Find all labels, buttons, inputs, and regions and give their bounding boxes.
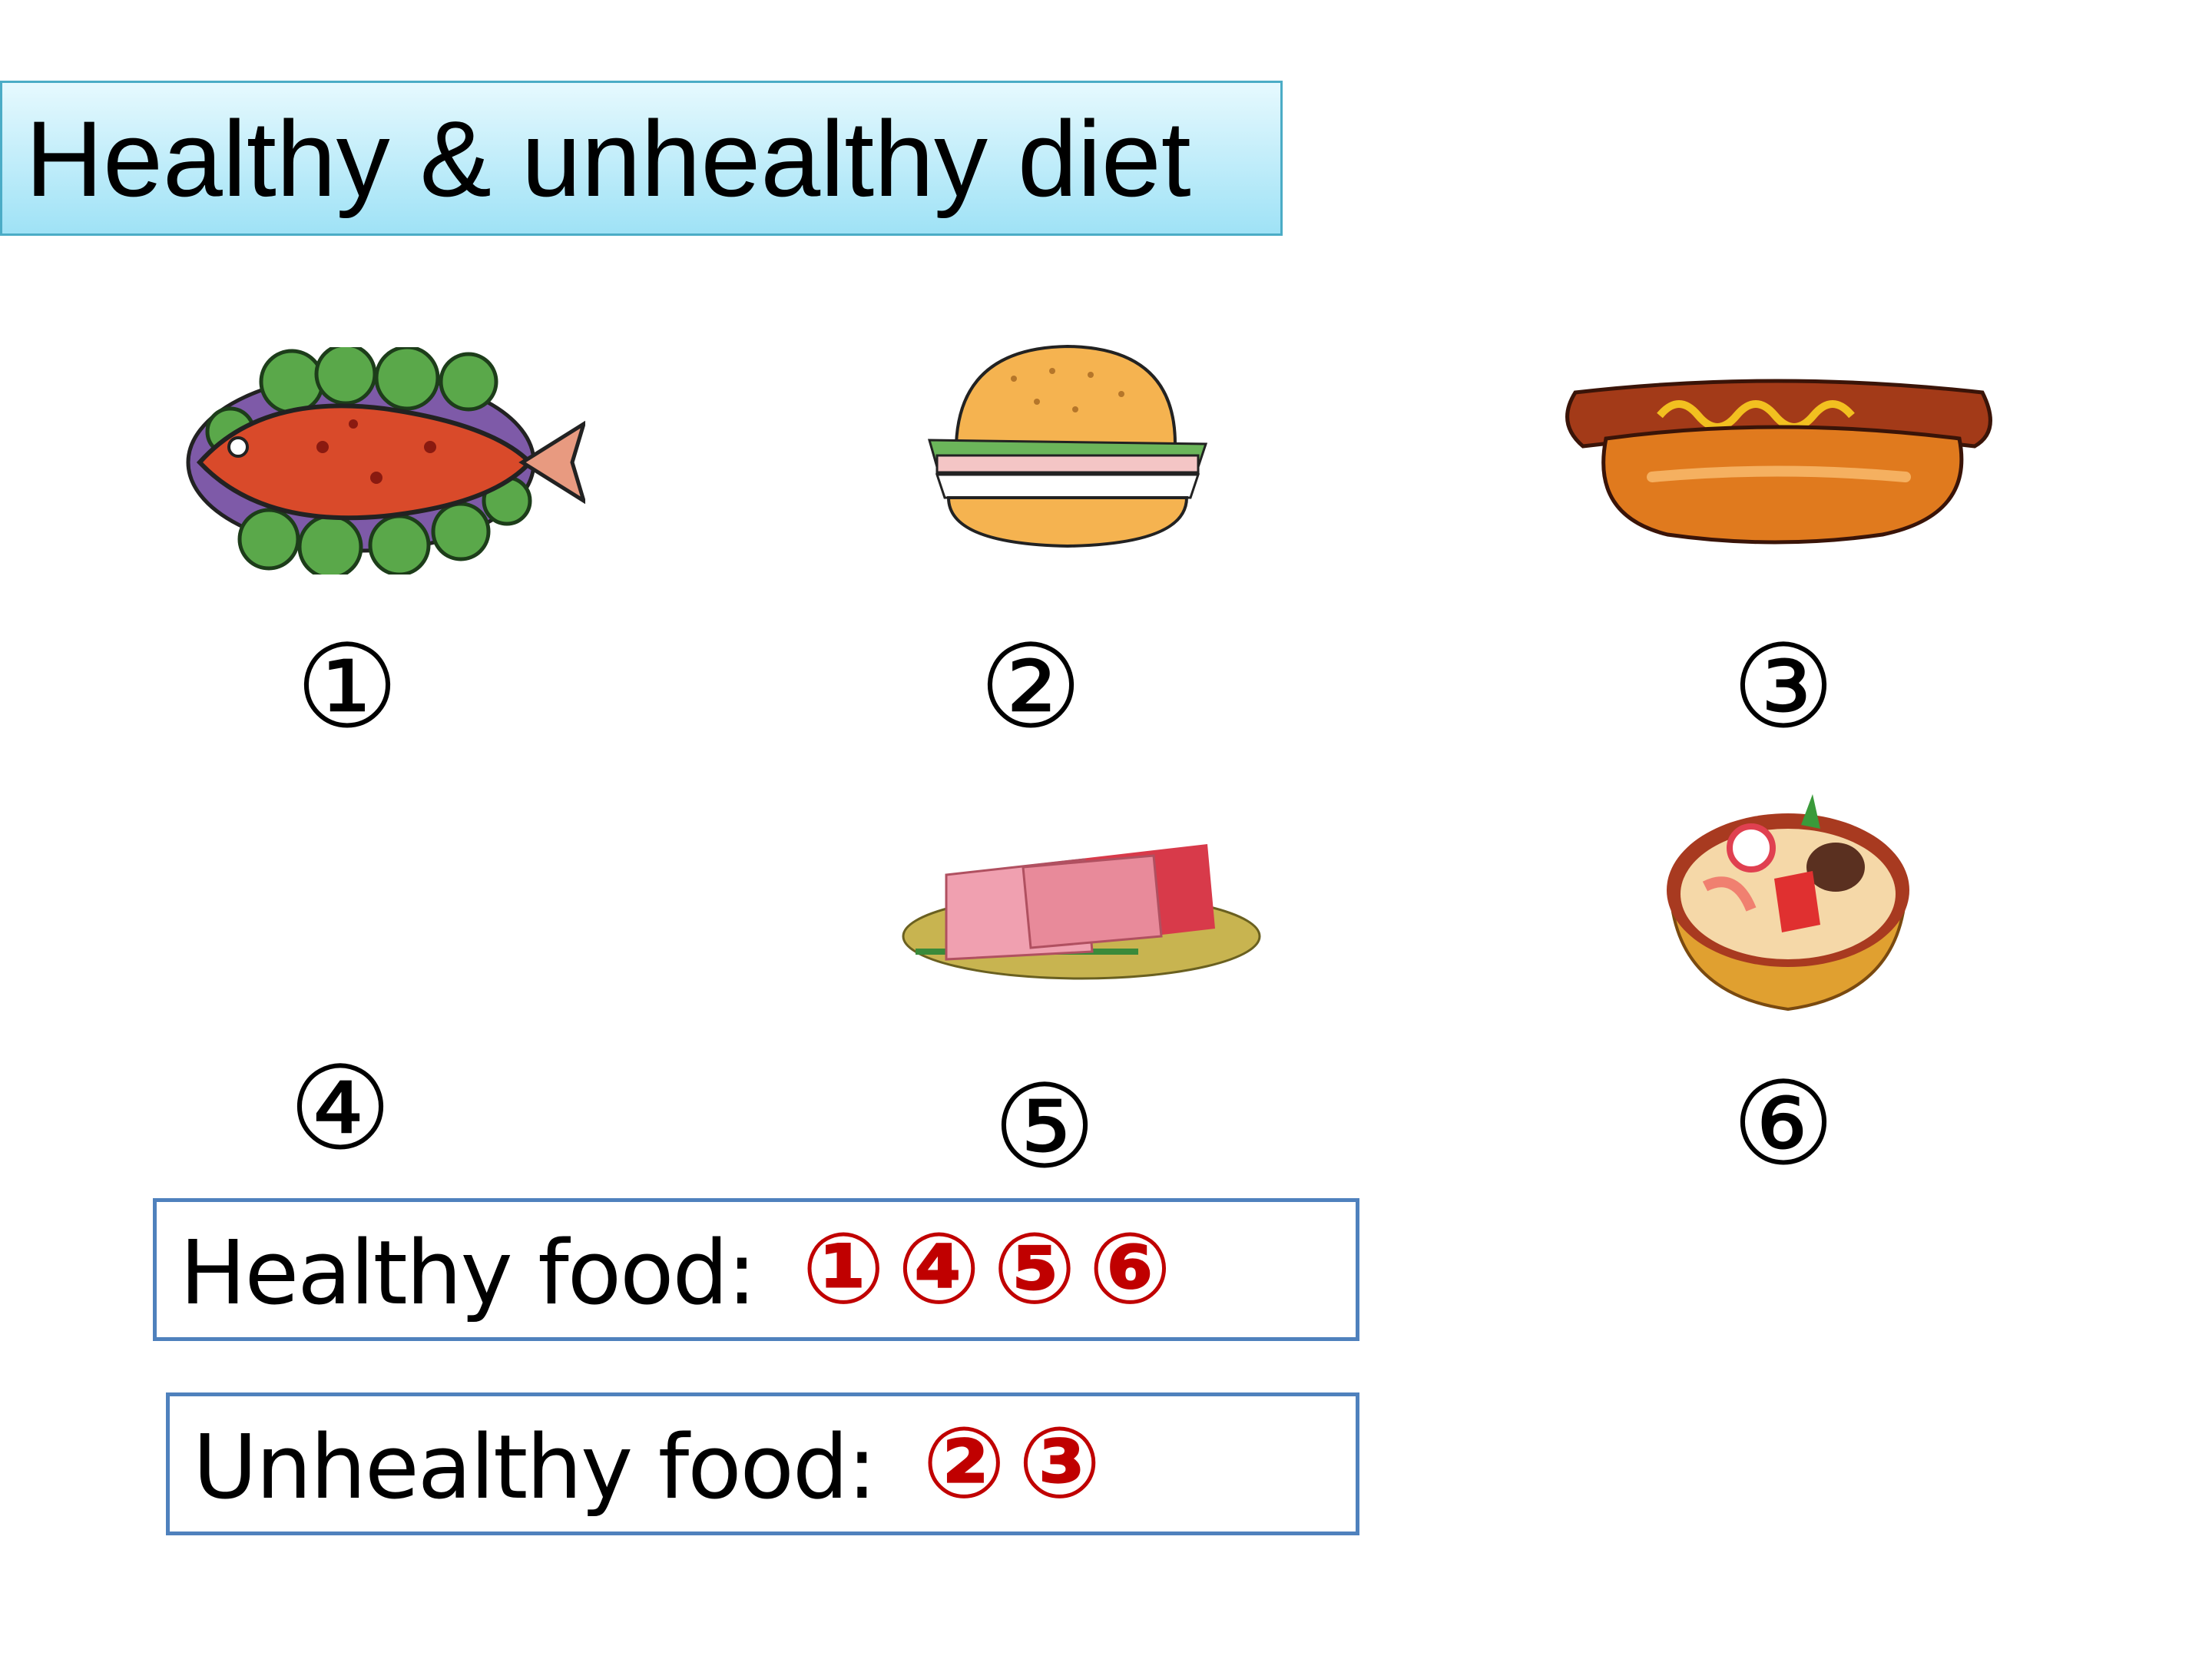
- page-title: Healthy & unhealthy diet: [25, 98, 1191, 219]
- unhealthy-food-box: Unhealthy food: ②③: [166, 1392, 1359, 1535]
- title-banner: Healthy & unhealthy diet: [0, 81, 1283, 236]
- raw-meat-icon: [902, 844, 1261, 980]
- healthy-food-label: Healthy food:: [180, 1222, 757, 1325]
- item-number-2: ②: [979, 621, 1083, 754]
- item-number-1: ①: [295, 621, 399, 754]
- healthy-food-answer: ①④⑤⑥: [802, 1212, 1184, 1326]
- item-number-5: ⑤: [992, 1061, 1097, 1194]
- unhealthy-food-answer: ②③: [922, 1406, 1114, 1521]
- item-number-4: ④: [288, 1042, 392, 1176]
- noodle-soup-icon: [1667, 794, 1909, 1012]
- item-number-6: ⑥: [1731, 1058, 1836, 1191]
- unhealthy-food-label: Unhealthy food:: [193, 1416, 877, 1519]
- hamburger-icon: [928, 344, 1208, 548]
- item-number-3: ③: [1731, 621, 1836, 754]
- hotdog-icon: [1565, 379, 1992, 545]
- healthy-food-box: Healthy food: ①④⑤⑥: [153, 1198, 1359, 1341]
- fish-dish-icon: [186, 347, 585, 575]
